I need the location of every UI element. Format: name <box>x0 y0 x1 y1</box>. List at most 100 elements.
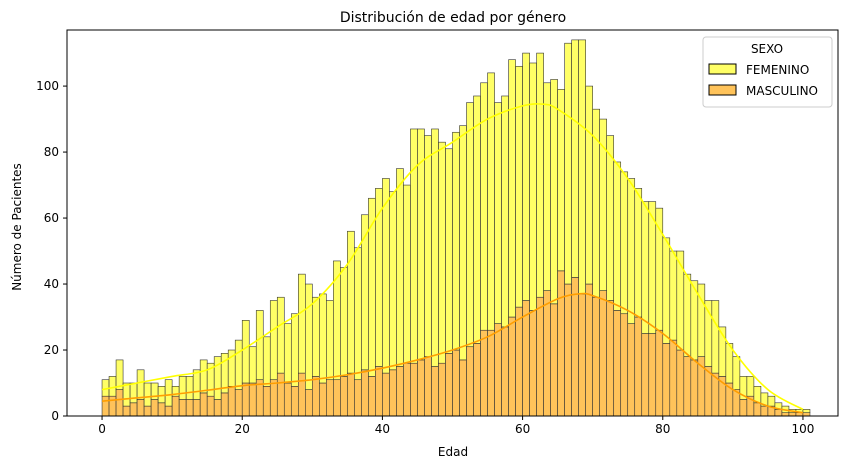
y-tick-label: 60 <box>44 211 59 225</box>
bar-femenino <box>802 409 811 414</box>
bar-masculino <box>648 333 657 417</box>
bar-femenino <box>312 296 320 377</box>
bar-masculino <box>571 277 579 417</box>
bar-masculino <box>606 300 615 417</box>
bar-masculino <box>676 349 685 417</box>
bar-masculino <box>620 313 629 417</box>
bar-femenino <box>711 300 720 374</box>
bars-group <box>101 39 811 417</box>
bar-femenino <box>683 273 692 357</box>
bar-masculino <box>368 376 376 417</box>
y-tick-label: 80 <box>44 145 59 159</box>
bar-masculino <box>683 356 692 417</box>
legend-swatch-femenino <box>708 63 737 75</box>
bar-femenino <box>557 89 565 272</box>
bar-masculino <box>340 376 348 417</box>
bar-masculino <box>241 382 250 417</box>
bar-masculino <box>234 389 243 417</box>
x-axis-label: Edad <box>438 445 468 459</box>
bar-masculino <box>494 323 502 417</box>
bar-femenino <box>508 59 516 318</box>
bar-masculino <box>466 346 474 417</box>
bar-femenino <box>122 382 131 407</box>
bar-masculino <box>150 399 159 417</box>
bar-femenino <box>255 310 264 381</box>
x-tick-label: 100 <box>792 422 815 436</box>
bar-femenino <box>115 359 124 390</box>
bar-femenino <box>438 141 446 364</box>
legend-swatch-masculino <box>708 84 737 96</box>
bar-masculino <box>375 366 383 417</box>
bar-masculino <box>199 392 208 417</box>
bar-femenino <box>501 95 509 328</box>
bar-masculino <box>662 343 671 417</box>
bar-femenino <box>248 346 257 384</box>
bar-femenino <box>641 201 650 334</box>
bar-femenino <box>445 148 453 354</box>
x-tick-label: 80 <box>655 422 670 436</box>
bar-masculino <box>739 399 748 417</box>
bar-femenino <box>543 82 551 291</box>
bar-masculino <box>515 306 523 417</box>
bar-femenino <box>410 128 418 364</box>
x-tick-label: 0 <box>98 422 106 436</box>
bar-masculino <box>753 402 762 417</box>
bar-masculino <box>206 395 215 417</box>
bar-masculino <box>220 392 229 417</box>
bar-masculino <box>248 382 257 417</box>
bar-masculino <box>101 395 110 417</box>
bar-femenino <box>157 386 166 404</box>
bar-femenino <box>578 39 586 295</box>
bar-femenino <box>305 283 313 390</box>
bar-femenino <box>662 237 671 344</box>
y-tick-label: 20 <box>44 343 59 357</box>
bar-masculino <box>550 303 558 417</box>
bar-masculino <box>508 316 516 417</box>
bar-femenino <box>361 214 369 371</box>
bar-masculino <box>487 329 495 417</box>
x-axis-ticks: 0 20 40 60 80 100 <box>98 416 814 436</box>
bar-masculino <box>774 409 783 417</box>
y-axis-ticks: 0 20 40 60 80 100 <box>36 79 67 423</box>
bar-femenino <box>424 135 432 357</box>
bar-femenino <box>199 359 208 394</box>
bar-masculino <box>431 366 439 417</box>
bar-masculino <box>473 343 481 417</box>
bar-femenino <box>515 65 523 308</box>
bar-masculino <box>459 359 467 417</box>
bar-masculino <box>192 399 201 417</box>
bar-femenino <box>676 250 685 351</box>
bar-masculino <box>592 296 600 417</box>
bar-femenino <box>571 39 579 278</box>
bar-femenino <box>466 102 474 348</box>
bar-femenino <box>234 339 243 390</box>
bar-masculino <box>178 399 187 417</box>
bar-femenino <box>108 376 117 397</box>
bar-femenino <box>767 395 776 407</box>
bar-masculino <box>136 399 145 417</box>
bar-femenino <box>136 369 145 400</box>
bar-masculino <box>354 379 362 417</box>
bar-femenino <box>606 135 615 301</box>
bar-femenino <box>634 188 643 318</box>
legend-label-masculino: MASCULINO <box>746 84 818 98</box>
kde-curves-group <box>101 103 804 414</box>
bar-femenino <box>487 72 495 331</box>
bar-masculino <box>690 359 699 417</box>
bar-masculino <box>613 310 622 417</box>
bar-masculino <box>438 362 446 417</box>
bar-femenino <box>354 247 362 381</box>
bar-masculino <box>333 379 341 417</box>
plot-frame <box>66 29 839 417</box>
bar-masculino <box>361 369 369 417</box>
bar-femenino <box>375 188 383 367</box>
x-tick-label: 20 <box>235 422 250 436</box>
bar-masculino <box>297 372 306 417</box>
bar-femenino <box>178 376 187 400</box>
bar-masculino <box>655 329 664 417</box>
bar-femenino <box>564 42 572 285</box>
bar-femenino <box>143 382 152 407</box>
bar-masculino <box>760 405 769 417</box>
bar-masculino <box>290 386 299 417</box>
